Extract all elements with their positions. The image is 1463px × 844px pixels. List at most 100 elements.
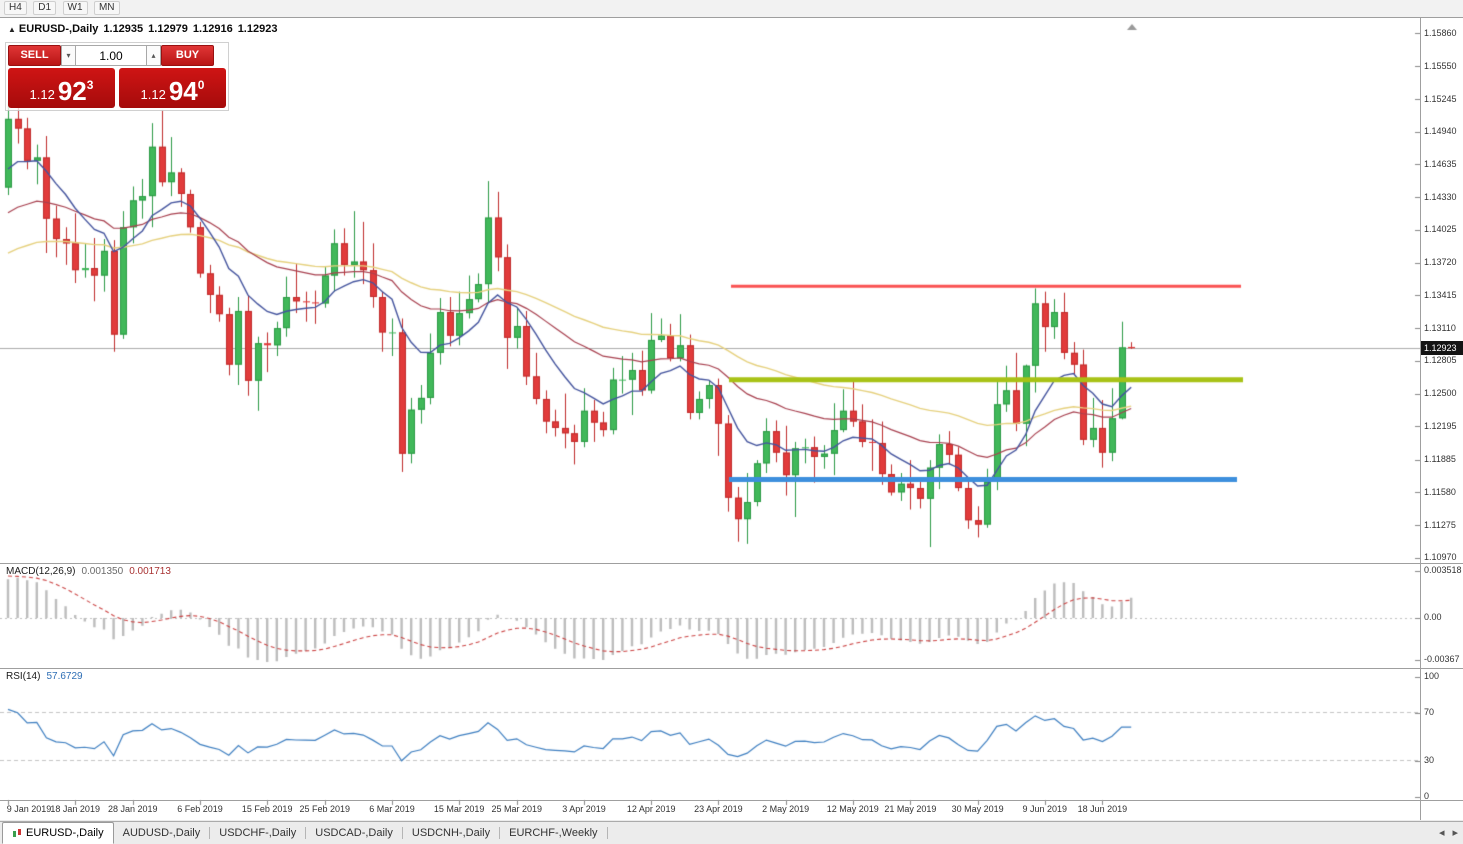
price-axis-label: 1.10970 xyxy=(1424,552,1457,563)
volume-decrease-button[interactable]: ▾ xyxy=(61,45,76,66)
price-axis-label: 1.12195 xyxy=(1424,420,1457,431)
rsi-value: 57.6729 xyxy=(46,671,83,682)
rsi-axis-0-label: 0 xyxy=(1424,791,1430,801)
sell-price-pip-digit: 3 xyxy=(86,78,94,92)
tab-scroll-right-icon[interactable]: ▸ xyxy=(1452,827,1458,839)
date-axis-label: 21 May 2019 xyxy=(884,804,937,814)
ohlc-close-value: 1.12923 xyxy=(237,23,278,35)
ohlc-high-value: 1.12979 xyxy=(148,23,188,35)
tab-separator xyxy=(606,827,608,839)
date-axis-label: 15 Feb 2019 xyxy=(241,804,293,814)
rsi-axis-30-label: 30 xyxy=(1424,755,1435,765)
date-axis-label: 25 Feb 2019 xyxy=(299,804,351,814)
timeframe-mn-button[interactable]: MN xyxy=(93,1,120,15)
tab-label: EURCHF-,Weekly xyxy=(509,827,598,839)
macd-indicator-label: MACD(12,26,9) 0.001350 0.001713 xyxy=(6,566,171,577)
price-axis-label: 1.13415 xyxy=(1424,289,1457,300)
buy-price-pip-digit: 0 xyxy=(197,78,205,92)
date-axis-label: 9 Jun 2019 xyxy=(1022,804,1068,814)
collapse-panel-icon[interactable]: ▲ xyxy=(8,25,16,34)
price-axis-label: 1.11275 xyxy=(1424,519,1456,530)
price-axis-label: 1.12805 xyxy=(1424,355,1457,366)
date-axis-label: 6 Feb 2019 xyxy=(177,804,223,814)
price-axis-label: 1.13110 xyxy=(1424,322,1456,333)
price-axis-label: 1.11580 xyxy=(1424,486,1456,497)
tab-label: EURUSD-,Daily xyxy=(26,827,104,839)
timeframe-h4-button[interactable]: H4 xyxy=(4,1,27,15)
time-axis[interactable]: 9 Jan 2019 18 Jan 2019 28 Jan 2019 6 Feb 20… xyxy=(0,801,1420,820)
buy-button[interactable]: BUY xyxy=(161,45,214,66)
buy-price-button[interactable]: 1.12 94 0 xyxy=(119,68,226,108)
tab-usdcad-daily[interactable]: USDCAD-,Daily xyxy=(306,823,402,843)
tab-eurusd-daily[interactable]: EURUSD-,Daily xyxy=(2,822,114,844)
rsi-axis-70-label: 70 xyxy=(1424,707,1435,717)
date-axis-label: 18 Jun 2019 xyxy=(1077,804,1128,814)
date-axis-label: 23 Apr 2019 xyxy=(694,804,743,814)
chart-icon xyxy=(12,828,22,838)
tab-separator xyxy=(499,827,501,839)
tab-separator xyxy=(209,827,211,839)
macd-axis-max-label: 0.003518 xyxy=(1424,565,1462,575)
tab-scroll-left-icon[interactable]: ◂ xyxy=(1438,827,1445,839)
date-axis-label: 6 Mar 2019 xyxy=(369,804,415,814)
tab-eurchf-weekly[interactable]: EURCHF-,Weekly xyxy=(500,823,606,843)
price-axis-label: 1.14330 xyxy=(1424,191,1457,202)
macd-signal-value: 0.001713 xyxy=(129,566,171,577)
tab-usdcnh-daily[interactable]: USDCNH-,Daily xyxy=(403,823,499,843)
date-axis-separator xyxy=(0,800,1463,801)
tab-label: USDCAD-,Daily xyxy=(315,827,393,839)
rsi-axis-100-label: 100 xyxy=(1424,671,1440,681)
volume-increase-button[interactable]: ▴ xyxy=(146,45,161,66)
chart-symbol-label: EURUSD-,Daily xyxy=(18,23,99,35)
toolbar-separator xyxy=(0,17,1463,18)
buy-price-base: 1.12 xyxy=(140,87,166,102)
price-axis-label: 1.14635 xyxy=(1424,158,1457,169)
ohlc-low-value: 1.12916 xyxy=(192,23,233,35)
tab-label: USDCNH-,Daily xyxy=(411,827,491,839)
macd-main-value: 0.001350 xyxy=(81,566,124,577)
sell-price-base: 1.12 xyxy=(29,87,55,102)
rsi-name: RSI(14) xyxy=(6,671,41,682)
timeframe-toolbar: H4 D1 W1 MN xyxy=(0,0,1463,17)
price-chart-canvas[interactable] xyxy=(0,18,1420,820)
tab-audusd-daily[interactable]: AUDUSD-,Daily xyxy=(114,823,210,843)
macd-axis-zero-label: 0.00 xyxy=(1424,612,1442,622)
timeframe-d1-button[interactable]: D1 xyxy=(33,1,57,15)
date-axis-label: 30 May 2019 xyxy=(951,804,1004,814)
tab-separator xyxy=(305,827,307,839)
date-axis-label: 15 Mar 2019 xyxy=(433,804,485,814)
date-axis-label: 2 May 2019 xyxy=(762,804,810,814)
date-axis-label: 3 Apr 2019 xyxy=(562,804,606,814)
sell-price-button[interactable]: 1.12 92 3 xyxy=(8,68,115,108)
sell-price-big-digits: 92 xyxy=(57,76,87,106)
price-axis-label: 1.15245 xyxy=(1424,93,1457,104)
date-axis-label: 25 Mar 2019 xyxy=(491,804,543,814)
rsi-panel-separator xyxy=(0,668,1463,669)
price-axis-label: 1.11885 xyxy=(1424,454,1456,465)
tab-separator xyxy=(401,827,403,839)
symbol-tabs-bar: EURUSD-,Daily AUDUSD-,Daily USDCHF-,Dail… xyxy=(0,821,1463,844)
timeframe-w1-button[interactable]: W1 xyxy=(62,1,88,15)
tab-label: USDCHF-,Daily xyxy=(219,827,297,839)
price-axis-label: 1.15860 xyxy=(1424,27,1457,38)
date-axis-label: 12 Apr 2019 xyxy=(626,804,676,814)
sell-button[interactable]: SELL xyxy=(8,45,61,66)
price-axis-label: 1.14025 xyxy=(1424,224,1457,235)
date-axis-label: 18 Jan 2019 xyxy=(50,804,100,814)
ohlc-open-value: 1.12935 xyxy=(103,23,144,35)
volume-input[interactable] xyxy=(76,45,146,66)
date-axis-label: 12 May 2019 xyxy=(826,804,879,814)
tab-scroll-controls: ◂ ▸ xyxy=(1439,826,1458,840)
tab-label: AUDUSD-,Daily xyxy=(122,827,201,839)
macd-axis-min-label: -0.00367 xyxy=(1424,654,1460,664)
current-price-tag: 1.12923 xyxy=(1421,341,1463,355)
macd-panel-separator xyxy=(0,563,1463,564)
tab-usdchf-daily[interactable]: USDCHF-,Daily xyxy=(210,823,305,843)
price-axis-label: 1.15550 xyxy=(1424,60,1457,71)
rsi-indicator-label: RSI(14) 57.6729 xyxy=(6,671,83,682)
price-axis[interactable]: 0.003518 0.00 -0.00367 100 70 30 0 1.129… xyxy=(1420,18,1463,820)
macd-name: MACD(12,26,9) xyxy=(6,566,76,577)
price-axis-label: 1.14940 xyxy=(1424,126,1457,137)
